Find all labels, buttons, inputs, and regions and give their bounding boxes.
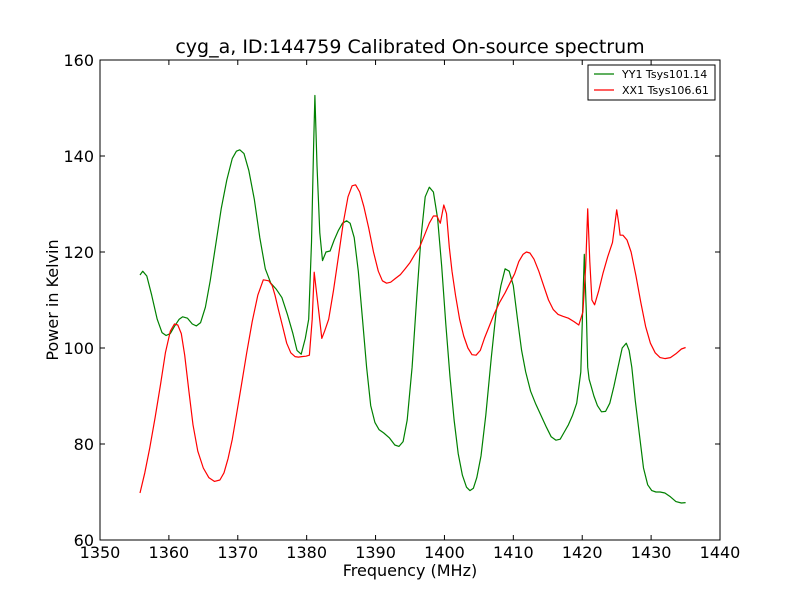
y-tick-label: 120 <box>63 243 94 262</box>
series-lines <box>139 94 686 504</box>
legend: YY1 Tsys101.14 XX1 Tsys106.61 <box>587 64 716 101</box>
chart-title: cyg_a, ID:144759 Calibrated On-source sp… <box>175 36 644 58</box>
y-axis-label: Power in Kelvin <box>43 239 62 360</box>
y-tick-label: 140 <box>63 147 94 166</box>
axis-ticks: 1350 1360 1370 1380 1390 1400 1410 1420 1430 1440… <box>63 51 740 562</box>
series-line-yy1 <box>139 94 686 504</box>
x-tick-label: 1410 <box>493 543 534 562</box>
x-tick-label: 1380 <box>286 543 327 562</box>
plot-area <box>99 59 721 541</box>
legend-box <box>587 64 716 101</box>
x-tick-label: 1350 <box>80 543 121 562</box>
x-tick-label: 1400 <box>424 543 465 562</box>
x-tick-label: 1370 <box>217 543 258 562</box>
x-tick-label: 1360 <box>149 543 190 562</box>
legend-label-xx1: XX1 Tsys106.61 <box>622 84 709 97</box>
x-tick-label: 1390 <box>355 543 396 562</box>
x-axis-label: Frequency (MHz) <box>343 561 477 580</box>
y-tick-label: 100 <box>63 339 94 358</box>
y-tick-label: 160 <box>63 51 94 70</box>
x-tick-label: 1420 <box>562 543 603 562</box>
legend-label-yy1: YY1 Tsys101.14 <box>621 68 707 81</box>
y-tick-label: 60 <box>74 531 94 550</box>
y-tick-label: 80 <box>74 435 94 454</box>
x-tick-label: 1440 <box>700 543 741 562</box>
series-line-xx1 <box>139 184 686 494</box>
x-tick-label: 1430 <box>631 543 672 562</box>
